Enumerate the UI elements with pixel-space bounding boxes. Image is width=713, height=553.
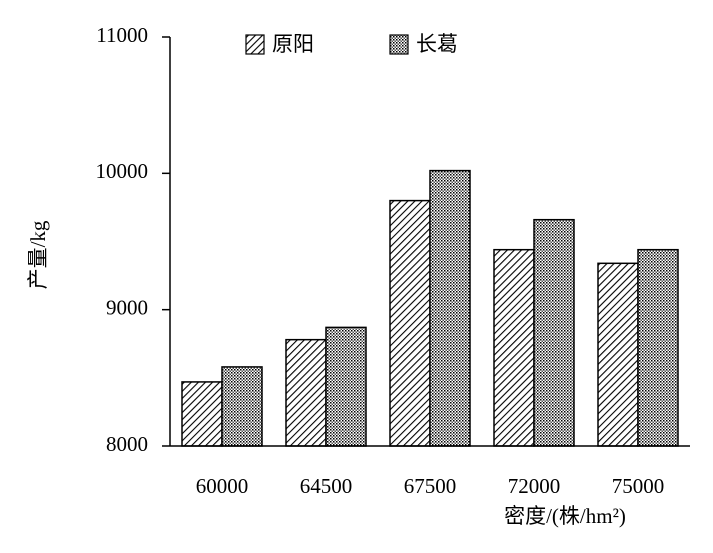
legend-swatch	[245, 34, 265, 55]
bar	[637, 248, 679, 447]
legend-swatch	[389, 34, 409, 55]
bar	[533, 218, 575, 447]
bar	[429, 169, 471, 447]
legend-label: 长葛	[416, 32, 458, 56]
bar	[389, 199, 431, 447]
x-tick-label: 75000	[612, 474, 665, 498]
bar	[493, 248, 535, 447]
bar	[285, 338, 327, 447]
x-tick-label: 64500	[300, 474, 353, 498]
x-axis-label: 密度/(株/hm²)	[504, 504, 626, 528]
y-tick-label: 8000	[106, 432, 148, 456]
bar	[325, 326, 367, 447]
legend-label: 原阳	[272, 32, 314, 56]
y-tick-label: 9000	[106, 295, 148, 319]
x-tick-label: 72000	[508, 474, 561, 498]
bar	[181, 381, 223, 447]
x-tick-label: 67500	[404, 474, 457, 498]
y-tick-label: 10000	[96, 159, 149, 183]
y-tick-label: 11000	[96, 23, 148, 47]
bar	[597, 262, 639, 447]
x-tick-label: 60000	[196, 474, 249, 498]
bar	[221, 366, 263, 447]
y-axis-label: 产量/kg	[26, 220, 50, 289]
